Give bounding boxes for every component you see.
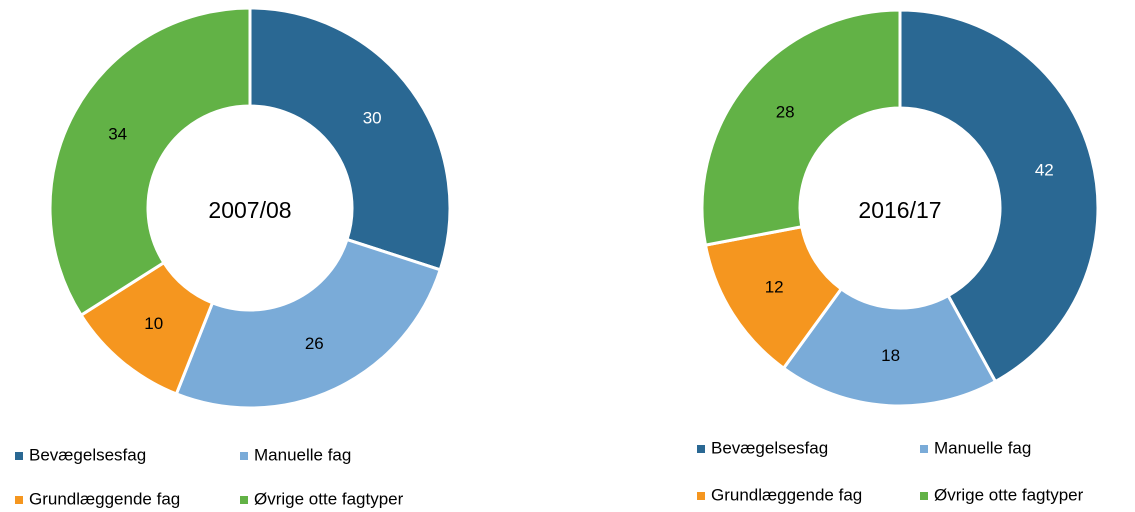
legend-swatch: [920, 492, 928, 500]
data-label: 12: [765, 277, 784, 296]
data-label: 42: [1035, 160, 1054, 179]
center-label: 2016/17: [858, 197, 941, 223]
data-label: 10: [144, 314, 163, 333]
donut-slice: [174, 237, 443, 410]
legend-swatch: [15, 496, 23, 504]
data-label: 34: [108, 125, 127, 144]
legend-label: Manuelle fag: [254, 445, 351, 464]
legend-label: Bevægelsesfag: [29, 445, 146, 464]
legend-label: Øvrige otte fagtyper: [254, 489, 404, 508]
data-label: 26: [305, 334, 324, 353]
data-label: 18: [881, 346, 900, 365]
data-label: 28: [776, 103, 795, 122]
donut-slice: [248, 6, 452, 272]
donut-slice: [700, 8, 902, 247]
legend-swatch: [240, 452, 248, 460]
legend-label: Grundlæggende fag: [29, 489, 180, 508]
donut-slice: [898, 8, 1100, 384]
legend-label: Bevægelsesfag: [711, 438, 828, 457]
legend-label: Øvrige otte fagtyper: [934, 485, 1084, 504]
donut-slice: [48, 6, 252, 318]
legend-label: Manuelle fag: [934, 438, 1031, 457]
legend-label: Grundlæggende fag: [711, 485, 862, 504]
legend-swatch: [697, 445, 705, 453]
center-label: 2007/08: [208, 197, 291, 223]
legend-swatch: [697, 492, 705, 500]
legend-swatch: [240, 496, 248, 504]
data-label: 30: [363, 109, 382, 128]
legend-swatch: [920, 445, 928, 453]
donut-slice: [781, 286, 998, 408]
legend-swatch: [15, 452, 23, 460]
